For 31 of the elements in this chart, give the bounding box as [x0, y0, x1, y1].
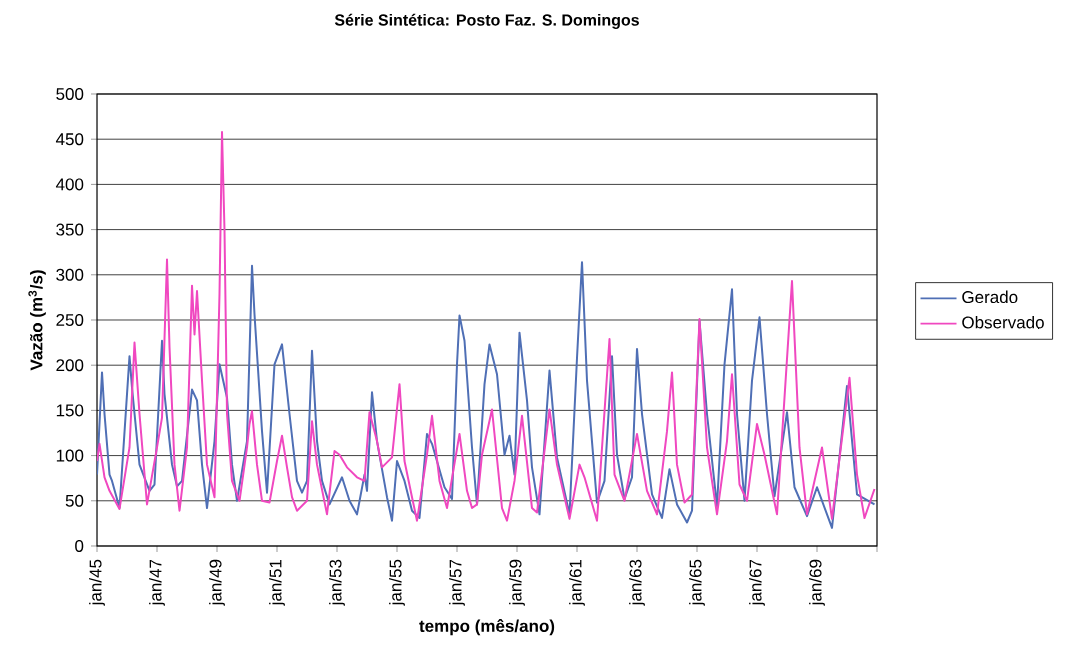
x-tick-label: jan/45 [89, 559, 105, 606]
x-tick-label: jan/53 [329, 559, 345, 606]
x-tick-label: jan/55 [389, 559, 405, 606]
y-tick-label: 0 [75, 539, 84, 552]
legend-label: Gerado [962, 290, 1018, 304]
x-tick-label: jan/63 [629, 559, 645, 606]
x-tick-label: jan/69 [809, 559, 825, 606]
line-series [97, 130, 876, 522]
x-tick-label: jan/59 [509, 559, 525, 606]
y-tick-label: 50 [65, 494, 84, 507]
y-axis-title: Vazão (m$^{3}$/s) [28, 270, 46, 371]
line-series [97, 261, 876, 529]
y-tick-label: 250 [56, 313, 84, 326]
x-tick-label: jan/49 [209, 559, 225, 606]
legend-label: Observado [962, 315, 1044, 329]
x-tick-label: jan/51 [269, 559, 285, 606]
y-tick-label: 100 [56, 449, 84, 462]
y-tick-label: 150 [56, 404, 84, 417]
y-tick-label: 400 [55, 178, 84, 191]
x-axis-title: tempo (mês/ano) [419, 619, 555, 636]
y-tick-label: 300 [56, 268, 84, 281]
x-tick-label: jan/57 [449, 559, 465, 606]
x-tick-label: jan/61 [569, 559, 585, 606]
chart-title: Série Sintética: Posto Faz. S. Domingos [334, 13, 639, 29]
x-tick-label: jan/47 [149, 559, 165, 606]
y-tick-label: 350 [56, 223, 84, 236]
x-tick-label: jan/67 [749, 559, 765, 606]
x-tick-label: jan/65 [689, 559, 705, 606]
y-tick-label: 200 [56, 359, 84, 372]
y-tick-label: 500 [56, 87, 84, 101]
y-tick-label: 450 [55, 133, 84, 146]
